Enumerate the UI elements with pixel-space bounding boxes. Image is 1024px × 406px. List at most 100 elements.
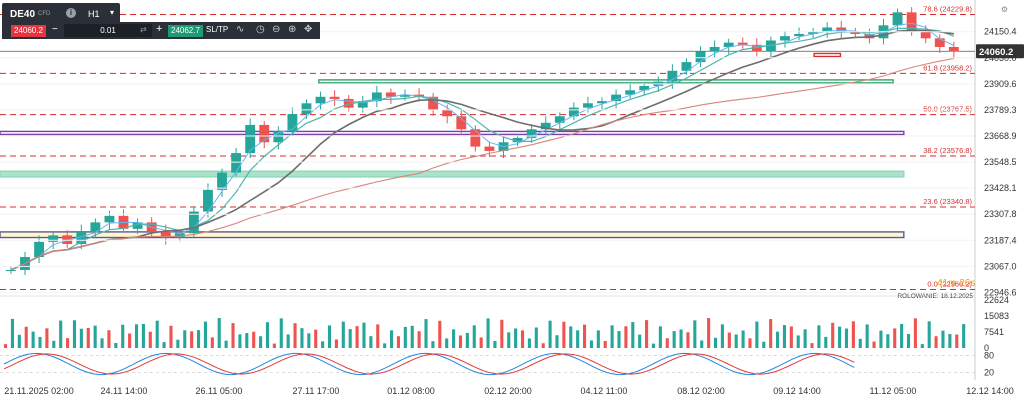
volume-bar: [651, 343, 656, 348]
oscillator-k-line: [3, 352, 855, 376]
sell-button[interactable]: 24060.2: [11, 25, 46, 37]
y-tick-label: 23789.3: [984, 105, 1017, 115]
info-icon[interactable]: i: [66, 8, 76, 18]
settings-icon[interactable]: ⚙: [1000, 5, 1008, 14]
volume-bar: [162, 342, 166, 348]
volume-bar: [410, 325, 414, 348]
volume-bar: [100, 338, 104, 348]
symbol-label[interactable]: DE40: [10, 9, 36, 20]
volume-tick-label: 22624: [984, 295, 1009, 305]
buy-button[interactable]: 24062.7: [168, 25, 203, 37]
volume-bar: [734, 334, 738, 348]
x-tick-label: 21.11.2025 02:00: [4, 386, 73, 396]
y-tick-label: 23668.9: [984, 131, 1017, 141]
volume-bar: [693, 320, 697, 348]
timeframe-selector[interactable]: H1: [88, 9, 100, 19]
volume-bar: [24, 326, 28, 348]
candle-body: [709, 46, 720, 52]
decrease-quantity-button[interactable]: −: [52, 24, 58, 35]
chevron-down-icon[interactable]: ▾: [110, 8, 115, 17]
line-chart-icon[interactable]: ∿: [236, 24, 245, 35]
x-tick-label: 27.11 17:00: [293, 386, 340, 396]
volume-bar: [452, 329, 456, 348]
volume-bar: [520, 330, 525, 348]
candle-body: [90, 222, 101, 232]
volume-bar: [583, 324, 587, 348]
candle-body: [808, 31, 819, 34]
candle-body: [639, 85, 650, 91]
volume-bar: [362, 322, 366, 348]
candle-body: [695, 51, 706, 63]
volume-bar: [403, 326, 407, 348]
volume-tick-label: 15083: [984, 311, 1009, 321]
candle-body: [259, 124, 270, 143]
volume-bar: [355, 326, 359, 348]
y-tick-label: 23307.8: [984, 209, 1017, 219]
volume-bar: [134, 324, 139, 348]
sl-tp-button[interactable]: SL/TP: [206, 25, 229, 34]
quantity-input[interactable]: 0.01: [64, 24, 152, 37]
candle-body: [470, 129, 481, 147]
candle-body: [217, 172, 227, 190]
oscillator-d-line: [3, 353, 855, 375]
candle-body: [512, 137, 523, 143]
volume-bar: [962, 324, 966, 348]
volume-bar: [183, 330, 187, 348]
volume-bar: [300, 328, 304, 348]
volume-bar: [252, 331, 256, 348]
volume-bar: [906, 334, 911, 348]
price-panel: 78.6 (24229.8) 61.8 (23958.2) 50.0 (23767.…: [0, 5, 975, 300]
volume-bar: [431, 341, 435, 348]
candle-body: [780, 36, 790, 41]
candle-body: [62, 235, 73, 245]
volume-bar: [155, 320, 159, 348]
volume-bar: [603, 341, 607, 348]
volume-bar: [569, 326, 573, 348]
volume-bar: [390, 330, 394, 348]
volume-panel: [4, 318, 966, 348]
y-tick-label: 24150.4: [984, 27, 1017, 37]
volume-bar: [417, 331, 421, 348]
swap-arrows-icon[interactable]: ⇄: [140, 25, 147, 34]
volume-bar: [589, 340, 593, 348]
candle-body: [48, 235, 59, 242]
candle-body: [273, 131, 284, 143]
x-tick-label: 26.11 05:00: [196, 386, 243, 396]
candle-body: [132, 222, 143, 229]
volume-bar: [665, 338, 669, 348]
volume-bar: [776, 331, 780, 348]
x-tick-label: 02.12 20:00: [484, 386, 532, 396]
volume-tick-label: 0: [984, 343, 989, 353]
candle-body: [583, 103, 593, 108]
crosshair-icon[interactable]: ✥: [304, 24, 313, 35]
clock-icon[interactable]: ◷: [256, 24, 265, 35]
candle-body: [892, 12, 903, 26]
zoom-out-icon[interactable]: ⊖: [272, 24, 281, 35]
candle-body: [315, 96, 326, 104]
candle-body: [737, 42, 748, 45]
candle-body: [34, 241, 44, 258]
increase-quantity-button[interactable]: +: [156, 23, 163, 35]
volume-bar: [376, 324, 380, 348]
candle-body: [625, 90, 636, 95]
oscillator-tick-label: 20: [984, 367, 994, 377]
volume-bar: [321, 341, 325, 348]
volume-bar: [927, 321, 931, 348]
volume-bar: [383, 343, 387, 348]
volume-bar: [548, 320, 552, 348]
candle-body: [231, 153, 242, 173]
candle-body: [526, 129, 537, 138]
volume-bar: [279, 318, 283, 348]
zoom-in-icon[interactable]: ⊕: [288, 24, 297, 35]
axes: 24150.424030.023909.623789.323668.923548…: [0, 0, 1024, 396]
candle-body: [428, 96, 439, 110]
trade-bar: 24060.2 − 0.01 ⇄ + 24062.7 SL/TP ∿ ◷ ⊖ ⊕…: [2, 22, 320, 39]
candle-body: [794, 33, 804, 37]
instrument-type-label: CFD: [38, 11, 51, 17]
candle-body: [597, 101, 607, 104]
volume-bar: [576, 330, 580, 348]
volume-bar: [45, 328, 49, 348]
volume-bar: [844, 328, 849, 348]
volume-bar: [334, 339, 338, 348]
